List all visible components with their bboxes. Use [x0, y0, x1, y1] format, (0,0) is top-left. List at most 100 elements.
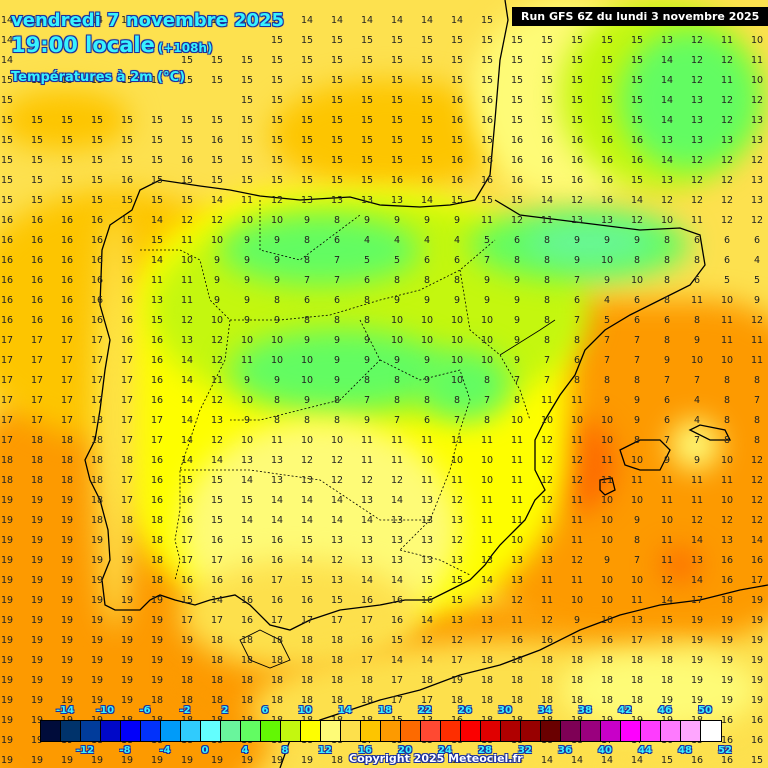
grid-value: 10 — [540, 415, 554, 426]
grid-value: 11 — [720, 335, 734, 346]
grid-value: 12 — [720, 195, 734, 206]
grid-value: 19 — [0, 635, 14, 646]
grid-value: 16 — [600, 155, 614, 166]
grid-value: 15 — [300, 535, 314, 546]
grid-value: 9 — [243, 415, 251, 426]
grid-value: 17 — [150, 415, 164, 426]
grid-value: 16 — [570, 135, 584, 146]
grid-value: 17 — [30, 355, 44, 366]
grid-value: 19 — [120, 695, 134, 706]
grid-value: 6 — [633, 295, 641, 306]
grid-value: 15 — [180, 175, 194, 186]
grid-value: 8 — [723, 395, 731, 406]
grid-value: 11 — [570, 535, 584, 546]
grid-value: 5 — [363, 255, 371, 266]
grid-value: 10 — [450, 455, 464, 466]
grid-value: 12 — [210, 355, 224, 366]
grid-value: 14 — [180, 355, 194, 366]
grid-value: 11 — [240, 355, 254, 366]
grid-value: 8 — [543, 315, 551, 326]
grid-value: 17 — [750, 575, 764, 586]
grid-value: 18 — [90, 495, 104, 506]
grid-value: 12 — [330, 475, 344, 486]
grid-value: 13 — [720, 535, 734, 546]
grid-value: 16 — [60, 275, 74, 286]
grid-value: 10 — [630, 455, 644, 466]
grid-value: 19 — [720, 655, 734, 666]
grid-value: 14 — [210, 195, 224, 206]
grid-value: 15 — [120, 75, 134, 86]
grid-value: 13 — [450, 555, 464, 566]
grid-value: 16 — [270, 555, 284, 566]
grid-value: 9 — [333, 375, 341, 386]
grid-value: 17 — [90, 375, 104, 386]
grid-value: 16 — [570, 175, 584, 186]
grid-value: 15 — [420, 35, 434, 46]
grid-value: 10 — [480, 455, 494, 466]
grid-value: 13 — [510, 575, 524, 586]
grid-value: 11 — [690, 495, 704, 506]
grid-value: 15 — [90, 155, 104, 166]
grid-value: 19 — [0, 695, 14, 706]
grid-value: 10 — [450, 315, 464, 326]
grid-value: 15 — [570, 115, 584, 126]
grid-value: 13 — [690, 135, 704, 146]
grid-value: 14 — [0, 15, 14, 26]
grid-value: 13 — [420, 535, 434, 546]
grid-value: 16 — [120, 335, 134, 346]
grid-value: 15 — [60, 135, 74, 146]
legend-tick-bottom: 8 — [281, 745, 289, 756]
grid-value: 10 — [330, 435, 344, 446]
grid-value: 8 — [663, 335, 671, 346]
grid-value: 9 — [633, 395, 641, 406]
grid-value: 13 — [480, 615, 494, 626]
grid-value: 19 — [90, 535, 104, 546]
grid-value: 9 — [243, 275, 251, 286]
grid-value: 19 — [720, 615, 734, 626]
grid-value: 14 — [660, 95, 674, 106]
grid-value: 14 — [540, 755, 554, 766]
grid-value: 8 — [693, 255, 701, 266]
grid-value: 18 — [300, 635, 314, 646]
grid-value: 10 — [600, 515, 614, 526]
grid-value: 13 — [750, 135, 764, 146]
grid-value: 18 — [60, 435, 74, 446]
grid-value: 19 — [0, 555, 14, 566]
grid-value: 19 — [30, 635, 44, 646]
grid-value: 17 — [150, 435, 164, 446]
grid-value: 8 — [483, 375, 491, 386]
grid-value: 16 — [510, 135, 524, 146]
grid-value: 8 — [543, 235, 551, 246]
grid-value: 16 — [720, 575, 734, 586]
grid-value: 19 — [60, 495, 74, 506]
grid-value: 6 — [723, 235, 731, 246]
grid-value: 15 — [300, 155, 314, 166]
grid-value: 16 — [150, 335, 164, 346]
grid-value: 10 — [240, 395, 254, 406]
grid-value: 11 — [420, 475, 434, 486]
grid-value: 16 — [480, 175, 494, 186]
grid-value: 18 — [570, 655, 584, 666]
grid-value: 18 — [480, 695, 494, 706]
grid-value: 11 — [450, 475, 464, 486]
grid-value: 19 — [60, 575, 74, 586]
grid-value: 4 — [753, 255, 761, 266]
grid-value: 11 — [570, 435, 584, 446]
grid-value: 19 — [30, 515, 44, 526]
grid-value: 15 — [90, 135, 104, 146]
grid-value: 13 — [690, 115, 704, 126]
legend-tick-top: 14 — [338, 705, 352, 716]
grid-value: 15 — [420, 75, 434, 86]
grid-value: 12 — [540, 475, 554, 486]
legend-swatch — [541, 721, 561, 741]
grid-value: 11 — [570, 395, 584, 406]
grid-value: 15 — [270, 175, 284, 186]
grid-value: 12 — [450, 635, 464, 646]
grid-value: 15 — [390, 55, 404, 66]
grid-value: 8 — [693, 315, 701, 326]
grid-value: 6 — [723, 255, 731, 266]
grid-value: 17 — [630, 635, 644, 646]
grid-value: 18 — [90, 435, 104, 446]
legend-tick-top: 10 — [298, 705, 312, 716]
grid-value: 15 — [30, 135, 44, 146]
